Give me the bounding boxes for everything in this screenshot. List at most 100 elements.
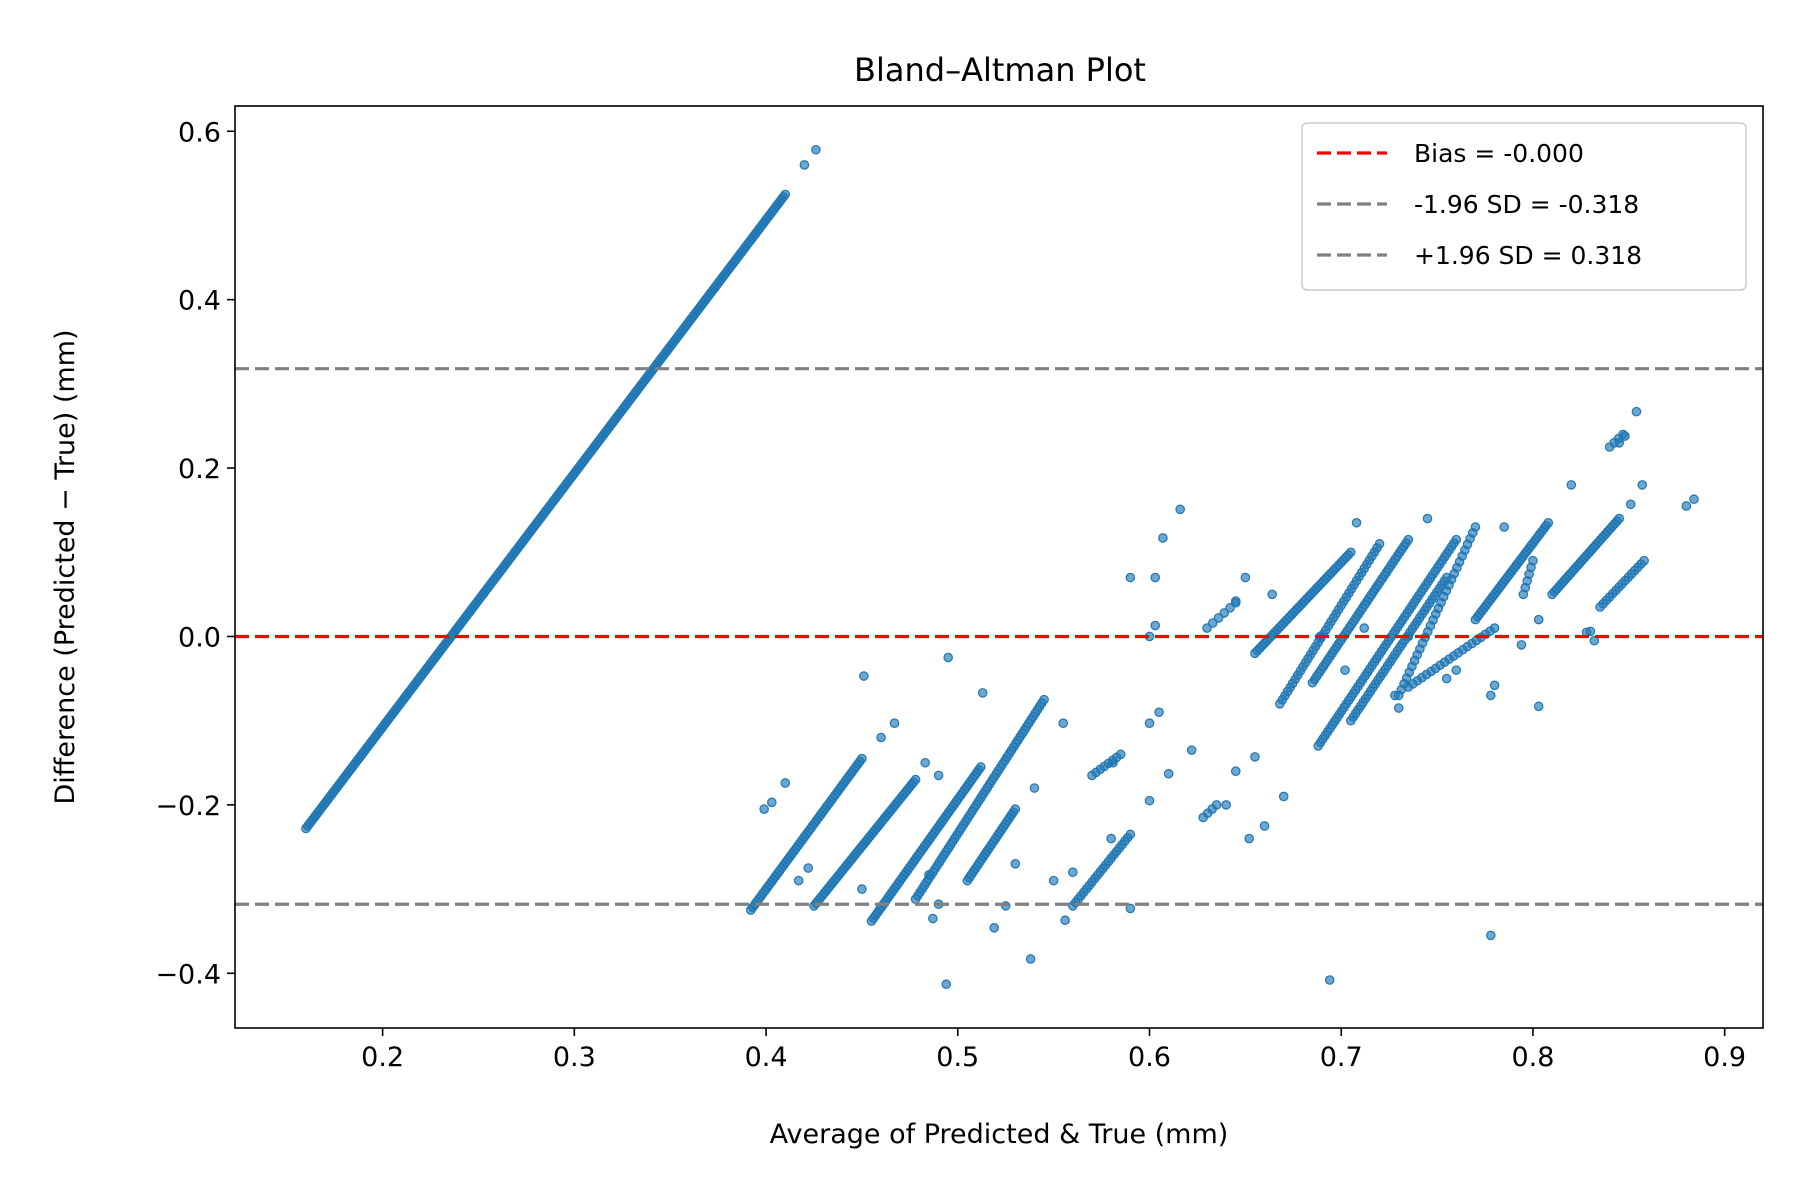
data-point <box>977 688 988 698</box>
data-point <box>1259 821 1270 831</box>
data-point <box>1058 718 1069 728</box>
axes-frame <box>234 105 1764 1029</box>
data-point <box>1637 480 1648 490</box>
data-point <box>1451 665 1462 675</box>
data-point <box>1278 791 1289 802</box>
data-point <box>1566 480 1577 490</box>
data-point <box>1625 499 1636 510</box>
data-point <box>1543 517 1554 528</box>
data-point <box>1186 745 1197 755</box>
data-point <box>1240 572 1251 583</box>
data-point <box>928 913 938 924</box>
data-point <box>1115 749 1126 760</box>
data-point <box>780 778 791 788</box>
data-point <box>793 875 804 886</box>
data-point <box>1639 555 1649 566</box>
data-point <box>811 144 821 155</box>
data-point <box>1689 494 1699 505</box>
data-point <box>1039 694 1049 705</box>
data-point <box>1221 800 1231 810</box>
data-point <box>1390 690 1400 701</box>
x-tick-label: 0.8 <box>1511 1042 1554 1073</box>
data-point <box>759 804 769 814</box>
x-axis-ticks: 0.2 0.3 0.4 0.5 0.6 0.7 0.8 0.9 <box>361 1028 1746 1073</box>
data-point <box>1528 555 1538 566</box>
x-tick-label: 0.4 <box>745 1042 788 1073</box>
data-point <box>1614 513 1625 524</box>
x-axis-label: Average of Predicted & True (mm) <box>770 1119 1229 1150</box>
data-point <box>1068 867 1078 878</box>
data-point <box>924 869 934 880</box>
data-point <box>1441 673 1452 684</box>
data-point <box>1374 539 1385 549</box>
data-point <box>1108 757 1118 768</box>
x-tick-label: 0.2 <box>361 1042 404 1073</box>
reference-lines <box>235 367 1763 906</box>
data-point <box>1403 534 1414 545</box>
y-tick-label: 0.2 <box>178 454 221 485</box>
data-point <box>1010 804 1021 814</box>
data-point <box>799 160 810 170</box>
data-point <box>1585 626 1596 637</box>
data-point <box>1144 718 1155 728</box>
y-tick-label: −0.2 <box>155 791 221 822</box>
data-point <box>1125 829 1136 840</box>
data-point <box>767 797 777 808</box>
data-point <box>1470 522 1481 532</box>
legend: Bias = -0.000 -1.96 SD = -0.318 +1.96 SD =… <box>1301 122 1747 291</box>
data-point <box>857 884 867 894</box>
plot-area: 0.2 0.3 0.4 0.5 0.6 0.7 0.8 0.9 −0.4−0.20.00.20… <box>155 105 1764 1073</box>
data-point <box>1010 859 1021 869</box>
y-tick-label: −0.4 <box>155 959 221 990</box>
data-point <box>1324 975 1335 985</box>
data-point <box>1631 406 1642 417</box>
data-point <box>1346 547 1356 558</box>
data-point <box>1489 680 1500 691</box>
data-point <box>1025 954 1036 964</box>
data-point <box>1340 665 1350 675</box>
data-point <box>1048 875 1059 886</box>
data-point <box>1154 707 1164 718</box>
data-point <box>1244 833 1254 844</box>
data-point <box>1351 517 1362 528</box>
data-point <box>1150 572 1161 583</box>
data-point <box>1106 833 1116 844</box>
data-point <box>933 770 944 781</box>
data-point <box>1485 690 1496 701</box>
data-point <box>1451 534 1462 545</box>
x-tick-label: 0.6 <box>1128 1042 1171 1073</box>
data-point <box>1211 800 1222 810</box>
legend-box <box>1301 122 1747 291</box>
data-point <box>1533 701 1544 712</box>
scatter-points <box>301 144 1699 990</box>
data-point <box>1125 903 1136 914</box>
data-point <box>1230 766 1241 776</box>
y-axis-ticks: −0.4 −0.2 0.0 0.2 0.4 0.6 <box>155 117 235 990</box>
legend-entry-label: -1.96 SD = -0.318 <box>1414 190 1639 219</box>
data-point <box>857 753 867 764</box>
y-tick-label: 0.6 <box>178 117 221 148</box>
data-point <box>803 863 814 873</box>
data-point <box>910 774 921 785</box>
data-point <box>1158 533 1168 543</box>
y-axis-label: Difference (Predicted − True) (mm) <box>50 330 81 805</box>
y-tick-label: 0.0 <box>178 622 221 653</box>
x-tick-label: 0.9 <box>1703 1042 1746 1073</box>
data-point <box>1485 930 1496 941</box>
data-point <box>941 979 952 990</box>
data-point <box>889 718 900 728</box>
data-point <box>1250 752 1260 762</box>
data-point <box>1614 437 1625 448</box>
data-point <box>1125 572 1136 583</box>
data-point <box>1533 614 1544 625</box>
data-point <box>943 652 953 663</box>
data-point <box>1516 640 1527 650</box>
data-point <box>1489 623 1500 633</box>
data-point <box>1267 589 1277 600</box>
data-point <box>876 732 886 743</box>
data-point <box>975 762 986 772</box>
x-tick-label: 0.3 <box>553 1042 596 1073</box>
data-point <box>920 757 930 768</box>
data-point <box>1060 915 1070 926</box>
